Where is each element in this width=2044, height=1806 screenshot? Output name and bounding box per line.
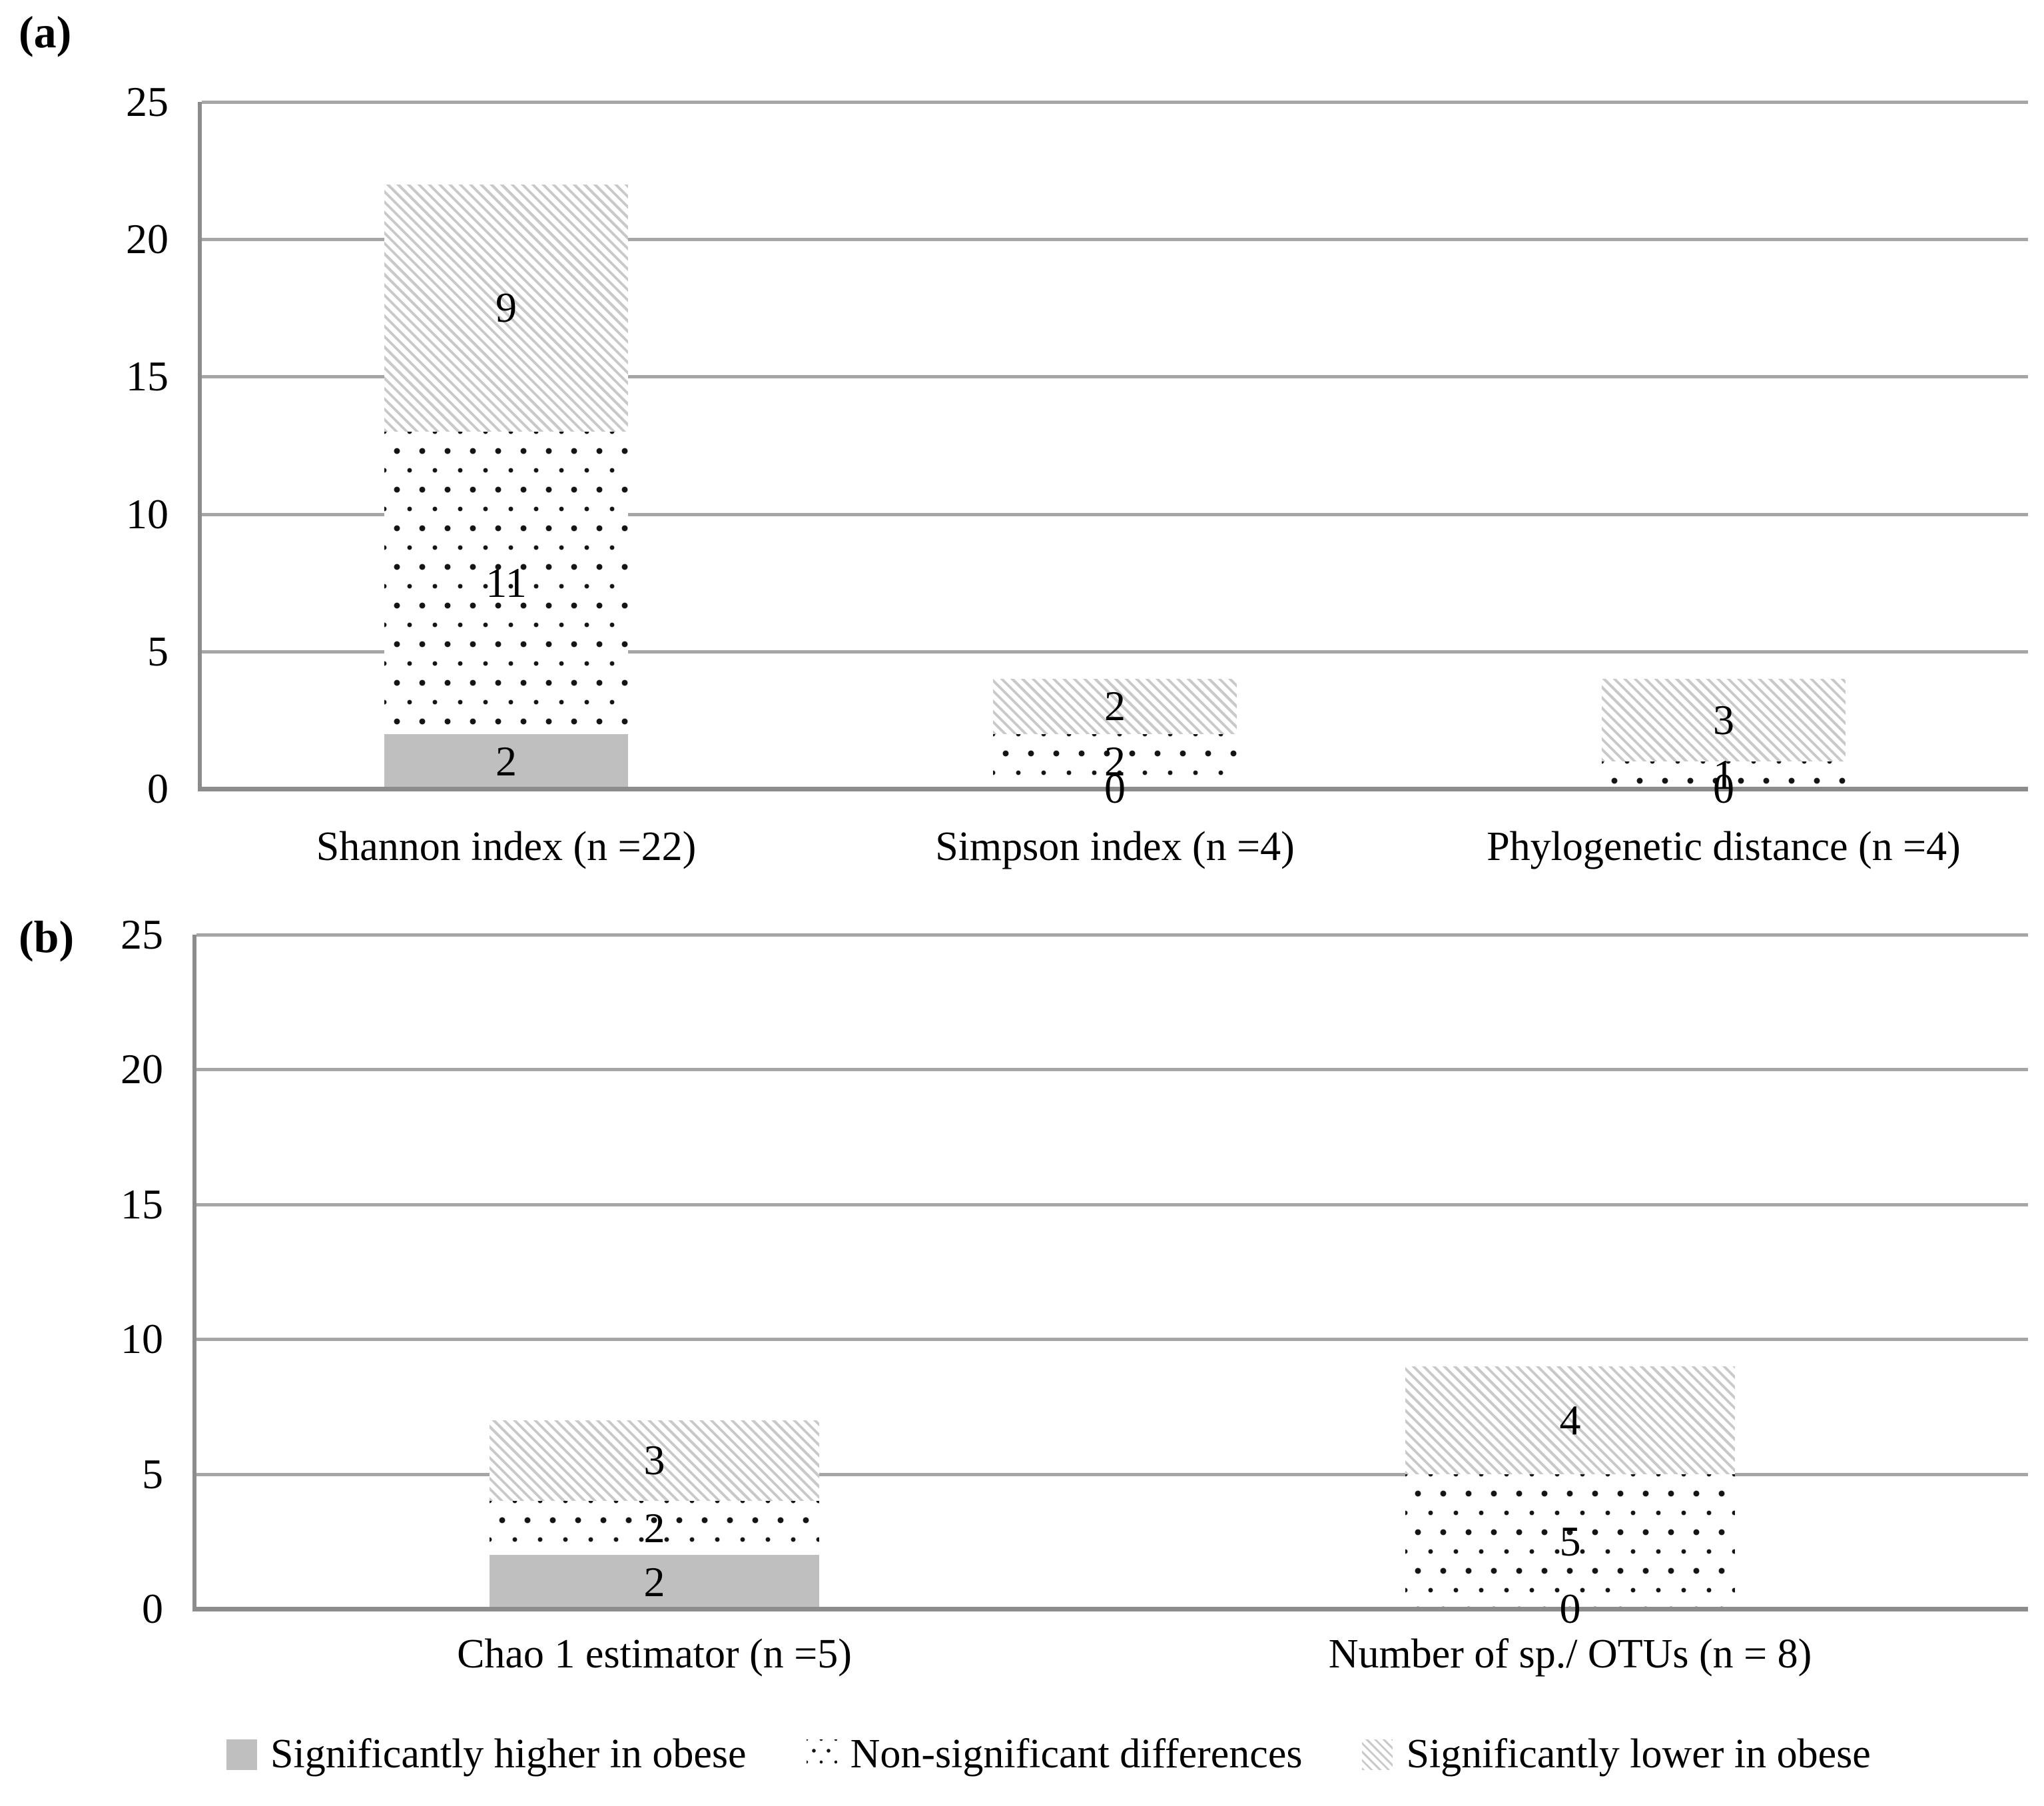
category-label: Chao 1 estimator (n =5): [457, 1631, 852, 1677]
gridline-20: [202, 238, 2028, 242]
legend-swatch-solid-icon: [226, 1739, 257, 1770]
bar-value-label-higher: 0: [1104, 764, 1126, 812]
y-tick-label-10: 10: [121, 1315, 163, 1363]
bar-segment-nonsig: [1405, 1474, 1735, 1609]
bar-segment-nonsig: [993, 733, 1237, 789]
legend: Significantly higher in obese Non-signifi…: [226, 1731, 1871, 1778]
bar-value-label-lower: 9: [496, 284, 517, 332]
bar-value-label-lower: 4: [1559, 1396, 1581, 1444]
bar-segment-lower: [993, 679, 1237, 734]
y-tick-label-15: 15: [126, 352, 169, 400]
bar-value-label-lower: 2: [1104, 682, 1126, 730]
y-tick-label-10: 10: [126, 490, 169, 538]
x-axis-line: [202, 787, 2028, 791]
bar-segment-nonsig: [384, 431, 628, 734]
legend-item-label: Significantly lower in obese: [1406, 1731, 1871, 1777]
bar-segment-higher: [384, 733, 628, 789]
bar-value-label-nonsig: 5: [1559, 1517, 1581, 1565]
gridline-15: [202, 375, 2028, 379]
gridline-10: [196, 1338, 2028, 1342]
bar-value-label-higher: 0: [1559, 1584, 1581, 1632]
y-tick-label-5: 5: [142, 1450, 163, 1498]
y-tick-label-0: 0: [142, 1585, 163, 1632]
y-tick-label-20: 20: [126, 215, 169, 263]
bar-shannon-index-n-22: 2 11 9: [384, 184, 628, 789]
bar-value-label-nonsig: 2: [1104, 737, 1126, 785]
legend-swatch-hatch-icon: [1362, 1739, 1393, 1770]
gridline-25: [196, 933, 2028, 937]
category-label: Shannon index (n =22): [316, 824, 697, 869]
bar-value-label-lower: 3: [1713, 695, 1734, 743]
category-label: Number of sp./ OTUs (n = 8): [1328, 1631, 1812, 1677]
bar-value-label-higher: 0: [1713, 764, 1734, 812]
legend-item-label: Non-significant differences: [850, 1731, 1303, 1777]
y-axis-line: [198, 102, 202, 791]
bar-value-label-higher: 2: [496, 737, 517, 785]
y-axis-line: [192, 935, 196, 1611]
legend-item-higher: Significantly higher in obese: [226, 1731, 747, 1778]
y-tick-label-0: 0: [147, 765, 169, 812]
gridline-25: [202, 101, 2028, 104]
legend-item-lower: Significantly lower in obese: [1362, 1731, 1871, 1778]
bar-segment-nonsig: [490, 1501, 819, 1556]
bar-value-label-lower: 3: [643, 1436, 665, 1484]
gridline-20: [196, 1068, 2028, 1072]
gridline-10: [202, 512, 2028, 516]
bar-value-label-nonsig: 1: [1713, 751, 1734, 799]
bar-segment-lower: [490, 1420, 819, 1502]
legend-item-label: Significantly higher in obese: [270, 1731, 747, 1777]
bar-value-label-higher: 2: [643, 1558, 665, 1605]
bar-segment-higher: [490, 1555, 819, 1609]
panel-a-label: (a): [19, 7, 72, 57]
bar-segment-lower: [1405, 1366, 1735, 1474]
bar-segment-lower: [1602, 679, 1846, 761]
gridline-5: [196, 1472, 2028, 1476]
x-axis-line: [196, 1607, 2028, 1611]
bar-chao-1-estimator-n-5: 2 2 3: [490, 1420, 819, 1609]
gridline-5: [202, 650, 2028, 654]
y-tick-label-20: 20: [121, 1045, 163, 1093]
bar-segment-nonsig: [1602, 761, 1846, 789]
panel-b-label: (b): [19, 911, 75, 962]
category-label: Simpson index (n =4): [935, 824, 1295, 869]
bar-value-label-nonsig: 11: [486, 558, 527, 606]
gridline-15: [196, 1202, 2028, 1206]
y-tick-label-15: 15: [121, 1180, 163, 1228]
y-tick-label-5: 5: [147, 627, 169, 675]
y-tick-label-25: 25: [121, 911, 163, 958]
category-label: Phylogenetic distance (n =4): [1487, 824, 1961, 869]
legend-swatch-dots-icon: [806, 1739, 837, 1770]
legend-item-nonsig: Non-significant differences: [806, 1731, 1303, 1778]
y-tick-label-25: 25: [126, 78, 169, 125]
bar-segment-lower: [384, 184, 628, 432]
bar-value-label-nonsig: 2: [643, 1504, 665, 1552]
bar-number-of-sp-otus-n-8: 0 5 4: [1405, 1366, 1735, 1629]
